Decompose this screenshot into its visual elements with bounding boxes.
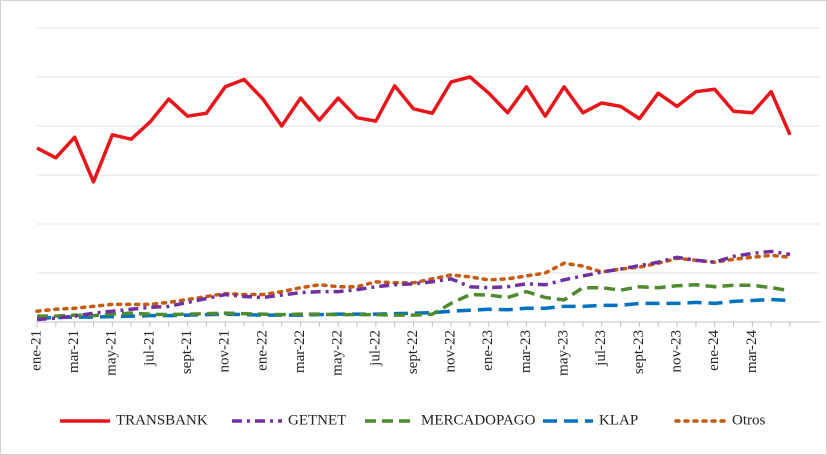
x-tick-label: ene-24 [706, 330, 722, 371]
series-line [37, 283, 791, 318]
legend-label: MERCADOPAGO [421, 412, 536, 428]
x-tick-label: jul-23 [593, 330, 609, 367]
x-tick-label: jul-21 [141, 330, 157, 367]
series-line [36, 75, 792, 184]
x-tick-label: mar-22 [292, 330, 308, 373]
x-tick-label: nov-22 [443, 330, 459, 373]
legend-label: Otros [732, 412, 765, 428]
x-tick-label: sept-21 [179, 330, 195, 374]
x-tick-label: jul-22 [367, 330, 383, 367]
x-tick-label: ene-22 [254, 330, 270, 371]
x-tick-label: may-21 [104, 330, 120, 376]
x-tick-label: nov-23 [668, 330, 684, 373]
x-tick-label: may-23 [556, 330, 572, 376]
x-tick-label: sept-23 [631, 330, 647, 374]
x-tick-label: ene-23 [480, 330, 496, 371]
series-line [35, 253, 792, 313]
legend-label: GETNET [288, 412, 346, 428]
x-tick-label: may-22 [330, 330, 346, 376]
legend-label: KLAP [599, 412, 638, 428]
x-tick-label: mar-23 [518, 330, 534, 373]
x-tick-label: nov-21 [217, 330, 233, 373]
x-tick-label: ene-21 [28, 330, 44, 371]
legend-label: TRANSBANK [116, 412, 208, 428]
x-tick-label: sept-22 [405, 330, 421, 374]
x-tick-label: mar-21 [66, 330, 82, 373]
x-tick-label: mar-24 [744, 330, 760, 374]
